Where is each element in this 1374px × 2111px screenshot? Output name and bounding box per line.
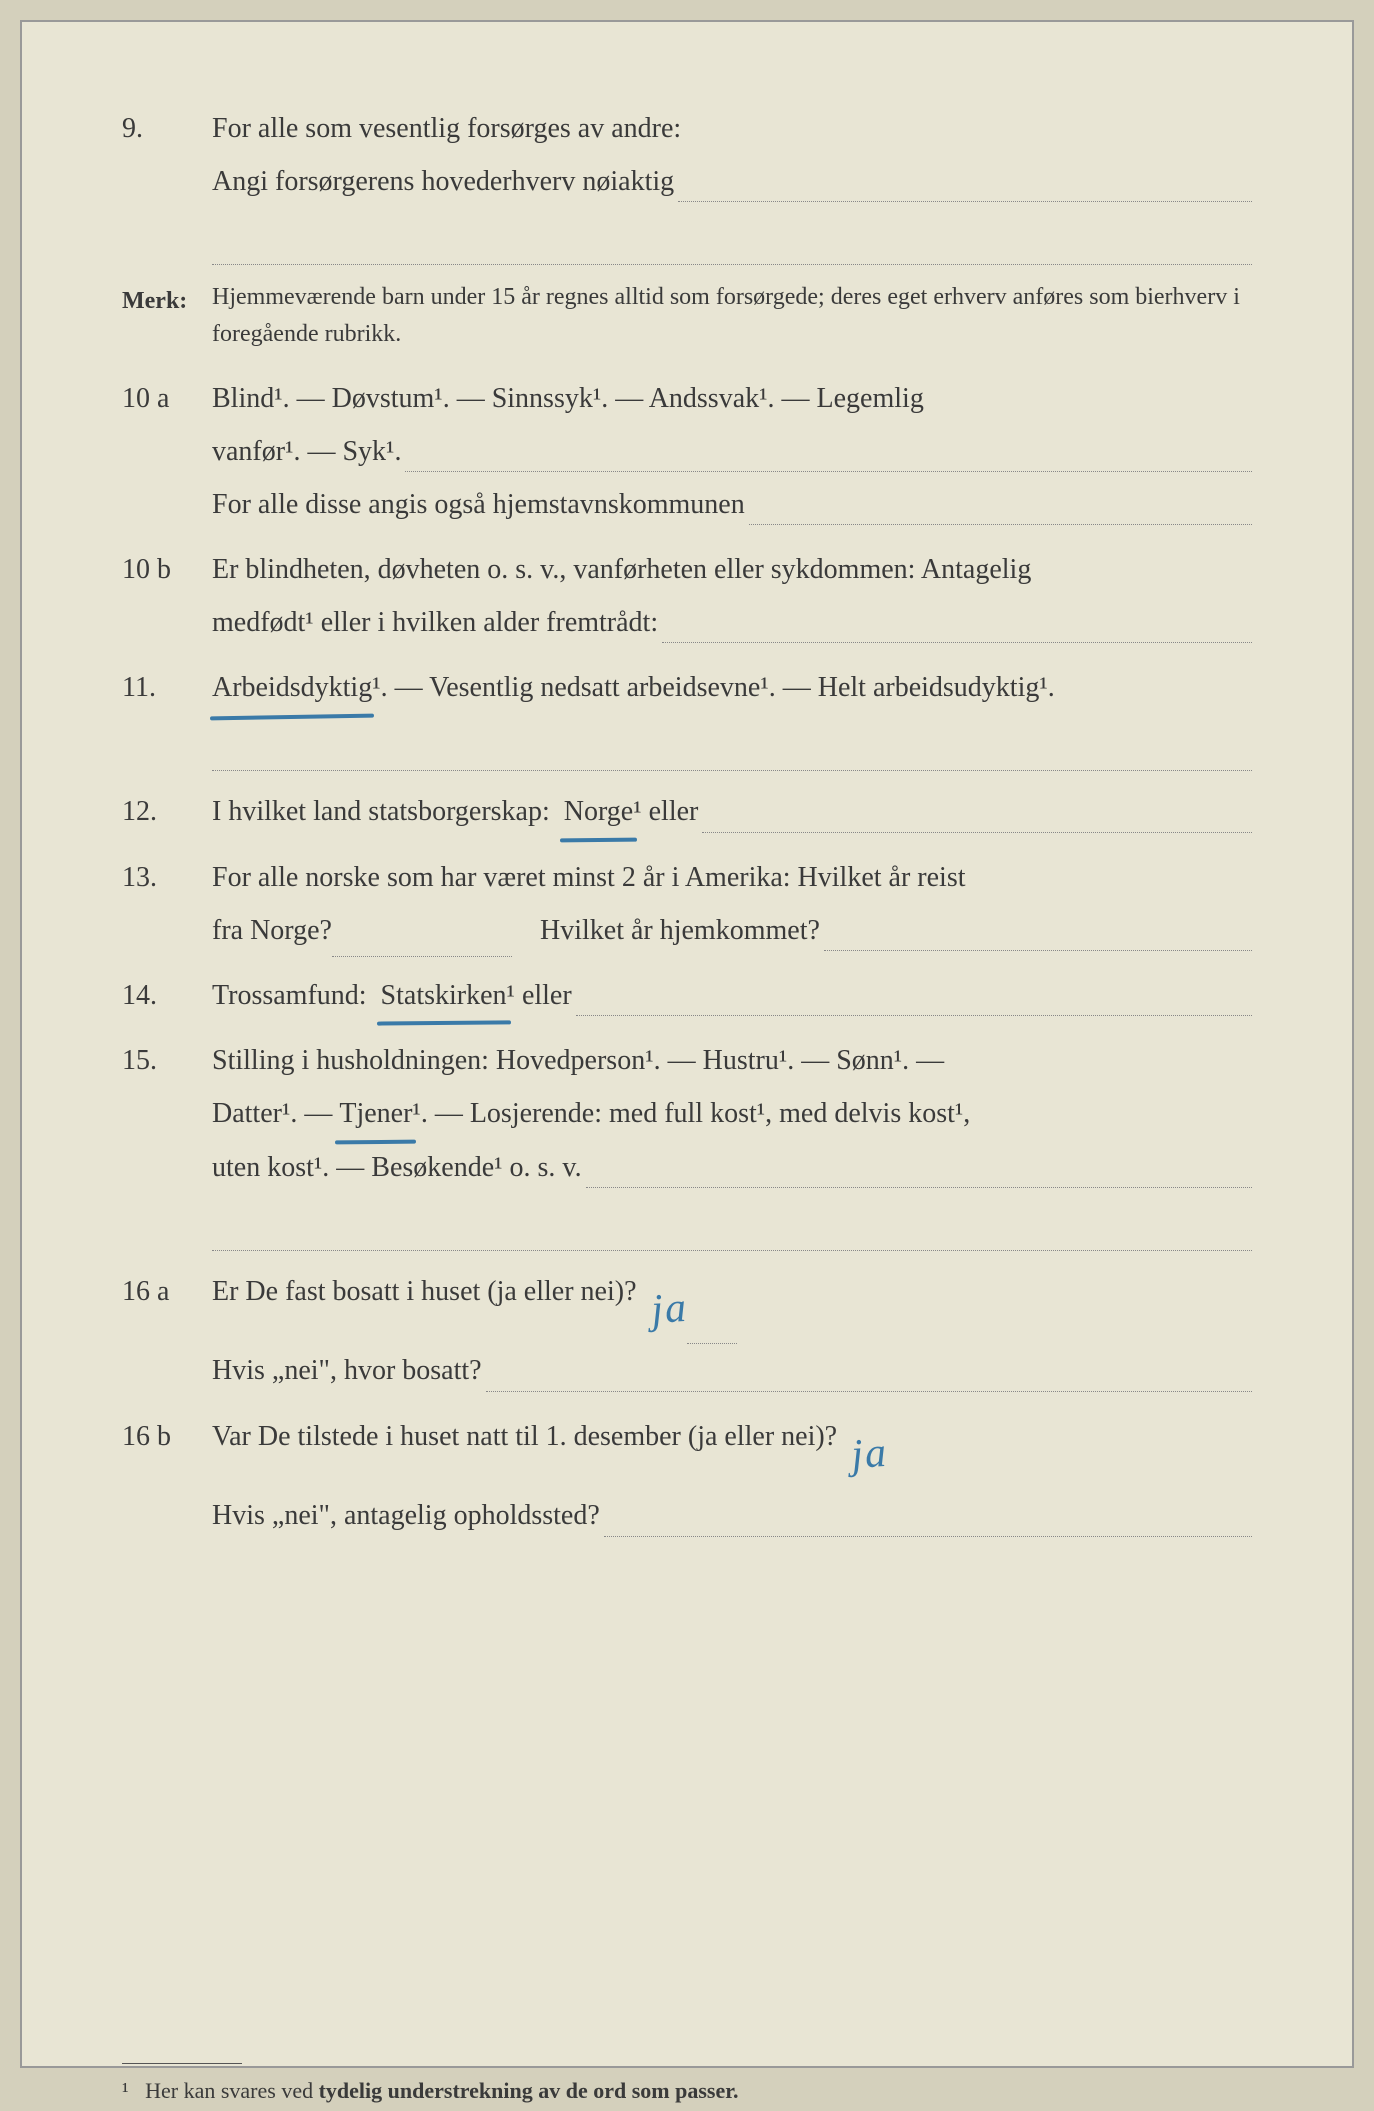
footnote-rule — [122, 2063, 242, 2064]
question-number: 14. — [122, 969, 212, 1022]
question-12: 12. I hvilket land statsborgerskap: Norg… — [122, 785, 1252, 838]
blank-line — [604, 1489, 1252, 1536]
blank-gap — [687, 1265, 737, 1345]
blank-line — [678, 155, 1252, 202]
q10a-options2-row: vanfør¹. — Syk¹. — [212, 425, 1252, 478]
q11-underlined-option: Arbeidsdyktig — [212, 661, 372, 714]
q10b-text2-row: medfødt¹ eller i hvilken alder fremtrådt… — [212, 596, 1252, 649]
question-body: Er De fast bosatt i huset (ja eller nei)… — [212, 1265, 1252, 1398]
q13-text1: For alle norske som har været minst 2 år… — [212, 851, 1252, 904]
question-body: Er blindheten, døvheten o. s. v., vanfør… — [212, 543, 1252, 649]
q15-line1: Stilling i husholdningen: Hovedperson¹. … — [212, 1034, 1252, 1087]
q15-line2b: ¹. — Losjerende: med full kost¹, med del… — [412, 1098, 970, 1129]
q16b-text2: Hvis „nei", antagelig opholdssted? — [212, 1489, 600, 1542]
question-number: 12. — [122, 785, 212, 838]
q9-line2-row: Angi forsørgerens hovederhverv nøiaktig — [212, 155, 1252, 208]
note-block: Merk: Hjemmeværende barn under 15 år reg… — [122, 279, 1252, 353]
question-13: 13. For alle norske som har været minst … — [122, 851, 1252, 957]
question-number: 10 a — [122, 372, 212, 532]
q12-underlined-option: Norge — [564, 785, 633, 838]
footnote-marker: ¹ — [122, 2078, 129, 2103]
question-body: Stilling i husholdningen: Hovedperson¹. … — [212, 1034, 1252, 1194]
blank-line — [749, 478, 1252, 525]
q12-after: ¹ eller — [633, 785, 698, 838]
q16b-handwritten-answer: ja — [849, 1413, 891, 1495]
q14-after: ¹ eller — [507, 969, 572, 1022]
q16b-text1: Var De tilstede i huset natt til 1. dese… — [212, 1410, 837, 1490]
blank-line — [486, 1344, 1252, 1391]
question-number: 11. — [122, 661, 212, 714]
q15-line2a: Datter¹. — — [212, 1098, 339, 1129]
q10a-line2-row: For alle disse angis også hjemstavnskomm… — [212, 478, 1252, 531]
blank-line — [405, 425, 1252, 472]
footnote: ¹ Her kan svares ved tydelig understrekn… — [122, 2070, 1252, 2111]
q13-row2: fra Norge? Hvilket år hjemkommet? — [212, 904, 1252, 957]
question-14: 14. Trossamfund: Statskirken ¹ eller — [122, 969, 1252, 1022]
q16b-row2: Hvis „nei", antagelig opholdssted? — [212, 1489, 1252, 1542]
q16a-text1: Er De fast bosatt i huset (ja eller nei)… — [212, 1265, 637, 1345]
q13-text2a: fra Norge? — [212, 904, 332, 957]
question-body: For alle som vesentlig forsørges av andr… — [212, 102, 1252, 208]
note-label: Merk: — [122, 279, 212, 353]
blank-gap — [332, 904, 512, 957]
question-number: 15. — [122, 1034, 212, 1194]
question-15: 15. Stilling i husholdningen: Hovedperso… — [122, 1034, 1252, 1194]
q10a-options2: vanfør¹. — Syk¹. — [212, 425, 401, 478]
blank-line — [576, 969, 1252, 1016]
blank-line — [824, 904, 1252, 951]
q15-line3: uten kost¹. — Besøkende¹ o. s. v. — [212, 1141, 582, 1194]
q10a-options: Blind¹. — Døvstum¹. — Sinnssyk¹. — Andss… — [212, 372, 1252, 425]
note-text: Hjemmeværende barn under 15 år regnes al… — [212, 279, 1252, 353]
q15-line2: Datter¹. — Tjener¹. — Losjerende: med fu… — [212, 1087, 1252, 1140]
question-body: For alle norske som har været minst 2 år… — [212, 851, 1252, 957]
question-16a: 16 a Er De fast bosatt i huset (ja eller… — [122, 1265, 1252, 1398]
question-number: 16 b — [122, 1410, 212, 1543]
q14-text: Trossamfund: — [212, 969, 367, 1022]
blank-line — [662, 596, 1252, 643]
question-body: Var De tilstede i huset natt til 1. dese… — [212, 1410, 1252, 1543]
question-number: 13. — [122, 851, 212, 957]
q16a-row2: Hvis „nei", hvor bosatt? — [212, 1344, 1252, 1397]
q16a-handwritten-answer: ja — [648, 1268, 690, 1350]
q16a-text2: Hvis „nei", hvor bosatt? — [212, 1344, 482, 1397]
blank-line — [212, 727, 1252, 772]
question-number: 10 b — [122, 543, 212, 649]
blank-line — [212, 1206, 1252, 1251]
footnote-text-b: tydelig understrekning av de ord som pas… — [319, 2078, 739, 2103]
q15-underlined-option: Tjener — [339, 1087, 412, 1140]
question-number: 9. — [122, 102, 212, 208]
census-form-page: 9. For alle som vesentlig forsørges av a… — [20, 20, 1354, 2068]
q11-rest: ¹. — Vesentlig nedsatt arbeidsevne¹. — H… — [372, 672, 1055, 703]
question-body: Arbeidsdyktig¹. — Vesentlig nedsatt arbe… — [212, 661, 1252, 714]
q10a-line2: For alle disse angis også hjemstavnskomm… — [212, 478, 745, 531]
question-10a: 10 a Blind¹. — Døvstum¹. — Sinnssyk¹. — … — [122, 372, 1252, 532]
q13-text2b: Hvilket år hjemkommet? — [540, 904, 820, 957]
question-16b: 16 b Var De tilstede i huset natt til 1.… — [122, 1410, 1252, 1543]
question-10b: 10 b Er blindheten, døvheten o. s. v., v… — [122, 543, 1252, 649]
question-body: I hvilket land statsborgerskap: Norge ¹ … — [212, 785, 1252, 838]
question-body: Blind¹. — Døvstum¹. — Sinnssyk¹. — Andss… — [212, 372, 1252, 532]
q16b-row1: Var De tilstede i huset natt til 1. dese… — [212, 1410, 1252, 1490]
q16a-row1: Er De fast bosatt i huset (ja eller nei)… — [212, 1265, 1252, 1345]
q15-line3-row: uten kost¹. — Besøkende¹ o. s. v. — [212, 1141, 1252, 1194]
question-body: Trossamfund: Statskirken ¹ eller — [212, 969, 1252, 1022]
q12-text: I hvilket land statsborgerskap: — [212, 785, 550, 838]
question-11: 11. Arbeidsdyktig¹. — Vesentlig nedsatt … — [122, 661, 1252, 714]
footnote-text-a: Her kan svares ved — [145, 2078, 319, 2103]
blank-line — [586, 1141, 1252, 1188]
question-9: 9. For alle som vesentlig forsørges av a… — [122, 102, 1252, 208]
blank-line — [702, 785, 1252, 832]
q9-line1: For alle som vesentlig forsørges av andr… — [212, 102, 1252, 155]
question-number: 16 a — [122, 1265, 212, 1398]
q10b-text1: Er blindheten, døvheten o. s. v., vanfør… — [212, 543, 1252, 596]
q14-underlined-option: Statskirken — [381, 969, 507, 1022]
q10b-text2: medfødt¹ eller i hvilken alder fremtrådt… — [212, 596, 658, 649]
q9-line2: Angi forsørgerens hovederhverv nøiaktig — [212, 155, 674, 208]
blank-line — [212, 220, 1252, 265]
